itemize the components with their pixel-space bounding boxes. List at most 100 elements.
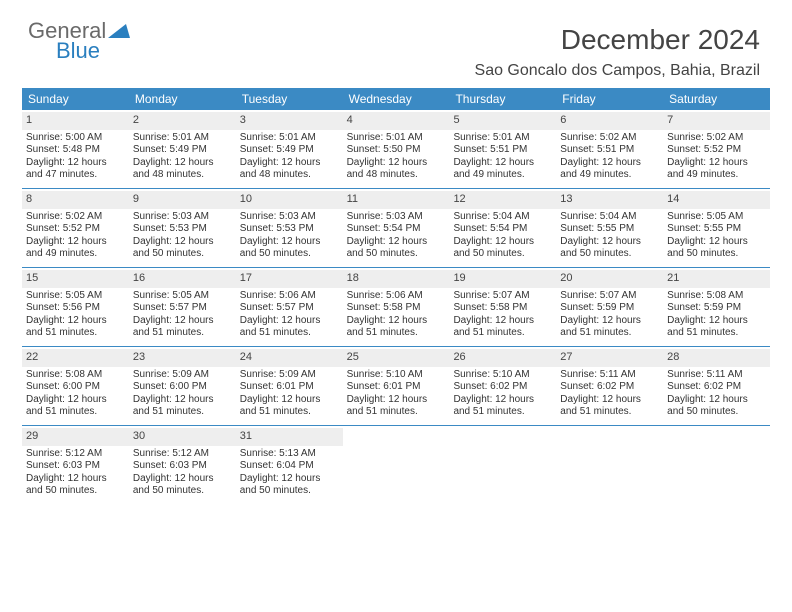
cell-sunrise: Sunrise: 5:13 AM — [240, 448, 339, 461]
day-number — [663, 428, 770, 446]
cell-dl1: Daylight: 12 hours — [26, 315, 125, 328]
cell-dl2: and 51 minutes. — [133, 327, 232, 340]
day-number: 6 — [556, 112, 663, 130]
cell-sunrise: Sunrise: 5:11 AM — [667, 369, 766, 382]
week-row: 29Sunrise: 5:12 AMSunset: 6:03 PMDayligh… — [22, 426, 770, 504]
cell-dl1: Daylight: 12 hours — [133, 236, 232, 249]
cell-dl2: and 51 minutes. — [133, 406, 232, 419]
cell-sunrise: Sunrise: 5:12 AM — [26, 448, 125, 461]
calendar-cell: 1Sunrise: 5:00 AMSunset: 5:48 PMDaylight… — [22, 110, 129, 188]
cell-dl2: and 51 minutes. — [560, 406, 659, 419]
cell-dl1: Daylight: 12 hours — [560, 236, 659, 249]
week-row: 22Sunrise: 5:08 AMSunset: 6:00 PMDayligh… — [22, 347, 770, 425]
calendar-cell — [663, 426, 770, 504]
cell-dl1: Daylight: 12 hours — [453, 236, 552, 249]
cell-dl2: and 50 minutes. — [667, 406, 766, 419]
calendar-cell: 13Sunrise: 5:04 AMSunset: 5:55 PMDayligh… — [556, 189, 663, 267]
day-number: 18 — [343, 270, 450, 288]
day-number — [343, 428, 450, 446]
cell-dl2: and 50 minutes. — [240, 248, 339, 261]
cell-dl1: Daylight: 12 hours — [453, 315, 552, 328]
day-header: Tuesday — [236, 88, 343, 110]
cell-sunrise: Sunrise: 5:02 AM — [26, 211, 125, 224]
calendar-cell: 8Sunrise: 5:02 AMSunset: 5:52 PMDaylight… — [22, 189, 129, 267]
cell-dl2: and 49 minutes. — [667, 169, 766, 182]
week-row: 1Sunrise: 5:00 AMSunset: 5:48 PMDaylight… — [22, 110, 770, 188]
cell-dl2: and 50 minutes. — [347, 248, 446, 261]
cell-dl1: Daylight: 12 hours — [240, 315, 339, 328]
cell-sunset: Sunset: 5:57 PM — [133, 302, 232, 315]
day-number: 27 — [556, 349, 663, 367]
cell-dl1: Daylight: 12 hours — [240, 236, 339, 249]
day-number: 19 — [449, 270, 556, 288]
cell-sunset: Sunset: 6:00 PM — [26, 381, 125, 394]
day-number: 20 — [556, 270, 663, 288]
cell-sunset: Sunset: 5:54 PM — [453, 223, 552, 236]
day-number: 5 — [449, 112, 556, 130]
day-number: 7 — [663, 112, 770, 130]
cell-sunset: Sunset: 6:01 PM — [347, 381, 446, 394]
cell-dl1: Daylight: 12 hours — [26, 157, 125, 170]
cell-dl2: and 49 minutes. — [560, 169, 659, 182]
day-header: Sunday — [22, 88, 129, 110]
cell-dl2: and 48 minutes. — [240, 169, 339, 182]
cell-sunrise: Sunrise: 5:07 AM — [560, 290, 659, 303]
cell-dl1: Daylight: 12 hours — [347, 236, 446, 249]
calendar-cell: 16Sunrise: 5:05 AMSunset: 5:57 PMDayligh… — [129, 268, 236, 346]
cell-dl2: and 51 minutes. — [560, 327, 659, 340]
cell-sunset: Sunset: 5:55 PM — [667, 223, 766, 236]
cell-dl2: and 51 minutes. — [667, 327, 766, 340]
cell-dl1: Daylight: 12 hours — [133, 157, 232, 170]
day-number: 28 — [663, 349, 770, 367]
calendar-cell — [343, 426, 450, 504]
cell-sunrise: Sunrise: 5:09 AM — [240, 369, 339, 382]
cell-sunset: Sunset: 5:49 PM — [240, 144, 339, 157]
cell-dl1: Daylight: 12 hours — [26, 394, 125, 407]
cell-sunset: Sunset: 5:55 PM — [560, 223, 659, 236]
location-label: Sao Goncalo dos Campos, Bahia, Brazil — [475, 62, 760, 80]
cell-sunrise: Sunrise: 5:08 AM — [26, 369, 125, 382]
calendar-cell: 2Sunrise: 5:01 AMSunset: 5:49 PMDaylight… — [129, 110, 236, 188]
cell-dl2: and 47 minutes. — [26, 169, 125, 182]
cell-sunset: Sunset: 5:48 PM — [26, 144, 125, 157]
cell-sunset: Sunset: 5:52 PM — [26, 223, 125, 236]
calendar-cell: 3Sunrise: 5:01 AMSunset: 5:49 PMDaylight… — [236, 110, 343, 188]
cell-sunset: Sunset: 5:51 PM — [560, 144, 659, 157]
cell-sunrise: Sunrise: 5:01 AM — [240, 132, 339, 145]
cell-dl1: Daylight: 12 hours — [347, 157, 446, 170]
cell-sunset: Sunset: 6:03 PM — [133, 460, 232, 473]
day-header: Thursday — [449, 88, 556, 110]
cell-dl2: and 51 minutes. — [26, 327, 125, 340]
calendar-cell: 24Sunrise: 5:09 AMSunset: 6:01 PMDayligh… — [236, 347, 343, 425]
cell-sunset: Sunset: 5:49 PM — [133, 144, 232, 157]
calendar-cell: 15Sunrise: 5:05 AMSunset: 5:56 PMDayligh… — [22, 268, 129, 346]
cell-sunrise: Sunrise: 5:03 AM — [240, 211, 339, 224]
cell-sunset: Sunset: 5:54 PM — [347, 223, 446, 236]
calendar-cell: 21Sunrise: 5:08 AMSunset: 5:59 PMDayligh… — [663, 268, 770, 346]
day-number: 17 — [236, 270, 343, 288]
cell-dl1: Daylight: 12 hours — [560, 394, 659, 407]
cell-dl2: and 50 minutes. — [26, 485, 125, 498]
cell-sunrise: Sunrise: 5:05 AM — [133, 290, 232, 303]
day-number: 14 — [663, 191, 770, 209]
cell-dl1: Daylight: 12 hours — [26, 236, 125, 249]
cell-sunset: Sunset: 5:52 PM — [667, 144, 766, 157]
cell-sunrise: Sunrise: 5:01 AM — [133, 132, 232, 145]
cell-sunrise: Sunrise: 5:10 AM — [347, 369, 446, 382]
cell-sunrise: Sunrise: 5:10 AM — [453, 369, 552, 382]
day-number: 16 — [129, 270, 236, 288]
cell-sunset: Sunset: 5:53 PM — [240, 223, 339, 236]
brand-triangle-icon — [108, 20, 130, 42]
cell-dl2: and 50 minutes. — [133, 485, 232, 498]
cell-sunrise: Sunrise: 5:05 AM — [667, 211, 766, 224]
cell-dl1: Daylight: 12 hours — [453, 394, 552, 407]
calendar-cell: 11Sunrise: 5:03 AMSunset: 5:54 PMDayligh… — [343, 189, 450, 267]
cell-dl1: Daylight: 12 hours — [560, 157, 659, 170]
day-number: 21 — [663, 270, 770, 288]
week-row: 8Sunrise: 5:02 AMSunset: 5:52 PMDaylight… — [22, 189, 770, 267]
calendar-cell: 30Sunrise: 5:12 AMSunset: 6:03 PMDayligh… — [129, 426, 236, 504]
calendar-cell: 27Sunrise: 5:11 AMSunset: 6:02 PMDayligh… — [556, 347, 663, 425]
day-number: 22 — [22, 349, 129, 367]
cell-sunset: Sunset: 5:51 PM — [453, 144, 552, 157]
calendar-cell — [449, 426, 556, 504]
